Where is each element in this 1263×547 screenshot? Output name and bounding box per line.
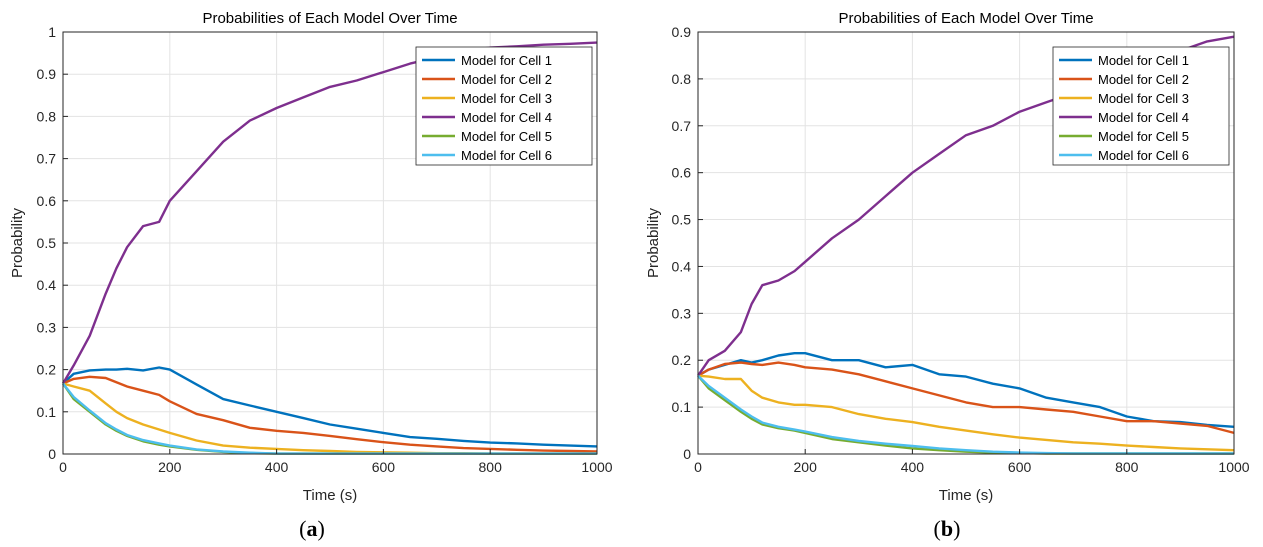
legend-label-cell-4: Model for Cell 4 bbox=[461, 110, 552, 125]
legend-label-cell-5: Model for Cell 5 bbox=[1098, 129, 1189, 144]
y-tick-label: 0.6 bbox=[37, 193, 57, 209]
y-tick-label: 1 bbox=[48, 24, 56, 40]
panel-b: 0 200 400 600 800 1000 0 0.1 0.2 0.3 0.4 0.5 0.6 0.7 0… bbox=[645, 10, 1250, 541]
legend-label-cell-2: Model for Cell 2 bbox=[1098, 72, 1189, 87]
legend-label-cell-6: Model for Cell 6 bbox=[461, 148, 552, 163]
legend-label-cell-2: Model for Cell 2 bbox=[461, 72, 552, 87]
panel-sublabel: (a) bbox=[299, 516, 325, 541]
x-tick-label: 200 bbox=[794, 459, 818, 475]
panel-sublabel: (b) bbox=[934, 516, 961, 541]
legend-box bbox=[1052, 46, 1230, 166]
series-line-cell-1 bbox=[62, 366, 598, 448]
x-tick-label: 400 bbox=[901, 459, 925, 475]
y-tick-label: 0.5 bbox=[37, 235, 57, 251]
y-tick-label: 0.7 bbox=[37, 151, 57, 167]
chart-title: Probabilities of Each Model Over Time bbox=[838, 10, 1093, 27]
x-tick-label: 800 bbox=[479, 459, 503, 475]
x-axis-label: Time (s) bbox=[303, 487, 357, 504]
legend-label-cell-5: Model for Cell 5 bbox=[461, 129, 552, 144]
series-line-cell-2 bbox=[62, 375, 598, 453]
x-tick-label: 600 bbox=[372, 459, 396, 475]
x-tick-label: 200 bbox=[158, 459, 182, 475]
legend-label-cell-4: Model for Cell 4 bbox=[1098, 110, 1189, 125]
y-tick-label: 0.3 bbox=[672, 305, 692, 321]
legend-label-cell-3: Model for Cell 3 bbox=[461, 91, 552, 106]
x-tick-label: 400 bbox=[265, 459, 289, 475]
legend: Model for Cell 1 Model for Cell 2 Model fo… bbox=[415, 46, 593, 166]
y-tick-label: 0.5 bbox=[672, 212, 692, 228]
x-tick-label: 0 bbox=[59, 459, 67, 475]
y-tick-label: 0.1 bbox=[37, 404, 57, 420]
legend-label-cell-1: Model for Cell 1 bbox=[1098, 53, 1189, 68]
legend-box bbox=[415, 46, 593, 166]
y-tick-label: 0.4 bbox=[672, 258, 692, 274]
chart-title: Probabilities of Each Model Over Time bbox=[202, 10, 457, 27]
y-tick-label: 0.4 bbox=[37, 277, 57, 293]
legend-label-cell-3: Model for Cell 3 bbox=[1098, 91, 1189, 106]
series-line-cell-2 bbox=[697, 361, 1235, 435]
x-tick-label: 600 bbox=[1008, 459, 1032, 475]
x-axis-label: Time (s) bbox=[939, 487, 993, 504]
tick-labels: 0 200 400 600 800 1000 0 0.1 0.2 0.3 0.4 0.5 0.6 0.7 0… bbox=[37, 24, 613, 475]
y-tick-label: 0.1 bbox=[672, 399, 692, 415]
axes-box bbox=[697, 31, 1235, 455]
y-tick-label: 0.8 bbox=[37, 108, 57, 124]
y-tick-label: 0.8 bbox=[672, 71, 692, 87]
y-tick-label: 0 bbox=[683, 446, 691, 462]
legend: Model for Cell 1 Model for Cell 2 Model fo… bbox=[1052, 46, 1230, 166]
y-tick-label: 0.6 bbox=[672, 165, 692, 181]
y-tick-label: 0.2 bbox=[37, 362, 57, 378]
y-tick-label: 0 bbox=[48, 446, 56, 462]
series-line-cell-3 bbox=[697, 374, 1235, 452]
series-line-cell-1 bbox=[697, 352, 1235, 428]
legend-label-cell-1: Model for Cell 1 bbox=[461, 53, 552, 68]
tick-labels: 0 200 400 600 800 1000 0 0.1 0.2 0.3 0.4 0.5 0.6 0.7 0… bbox=[672, 24, 1250, 475]
y-tick-label: 0.9 bbox=[37, 66, 57, 82]
x-tick-label: 1000 bbox=[581, 459, 612, 475]
x-tick-label: 800 bbox=[1115, 459, 1139, 475]
y-axis-label: Probability bbox=[9, 207, 26, 278]
y-tick-label: 0.9 bbox=[672, 24, 692, 40]
y-axis-label: Probability bbox=[645, 207, 662, 278]
y-tick-label: 0.3 bbox=[37, 319, 57, 335]
x-tick-label: 1000 bbox=[1218, 459, 1249, 475]
y-tick-label: 0.7 bbox=[672, 118, 692, 134]
legend-label-cell-6: Model for Cell 6 bbox=[1098, 148, 1189, 163]
y-tick-label: 0.2 bbox=[672, 352, 692, 368]
x-tick-label: 0 bbox=[694, 459, 702, 475]
panel-a: 0 200 400 600 800 1000 0 0.1 0.2 0.3 0.4 0.5 0.6 0.7 0… bbox=[9, 10, 613, 541]
